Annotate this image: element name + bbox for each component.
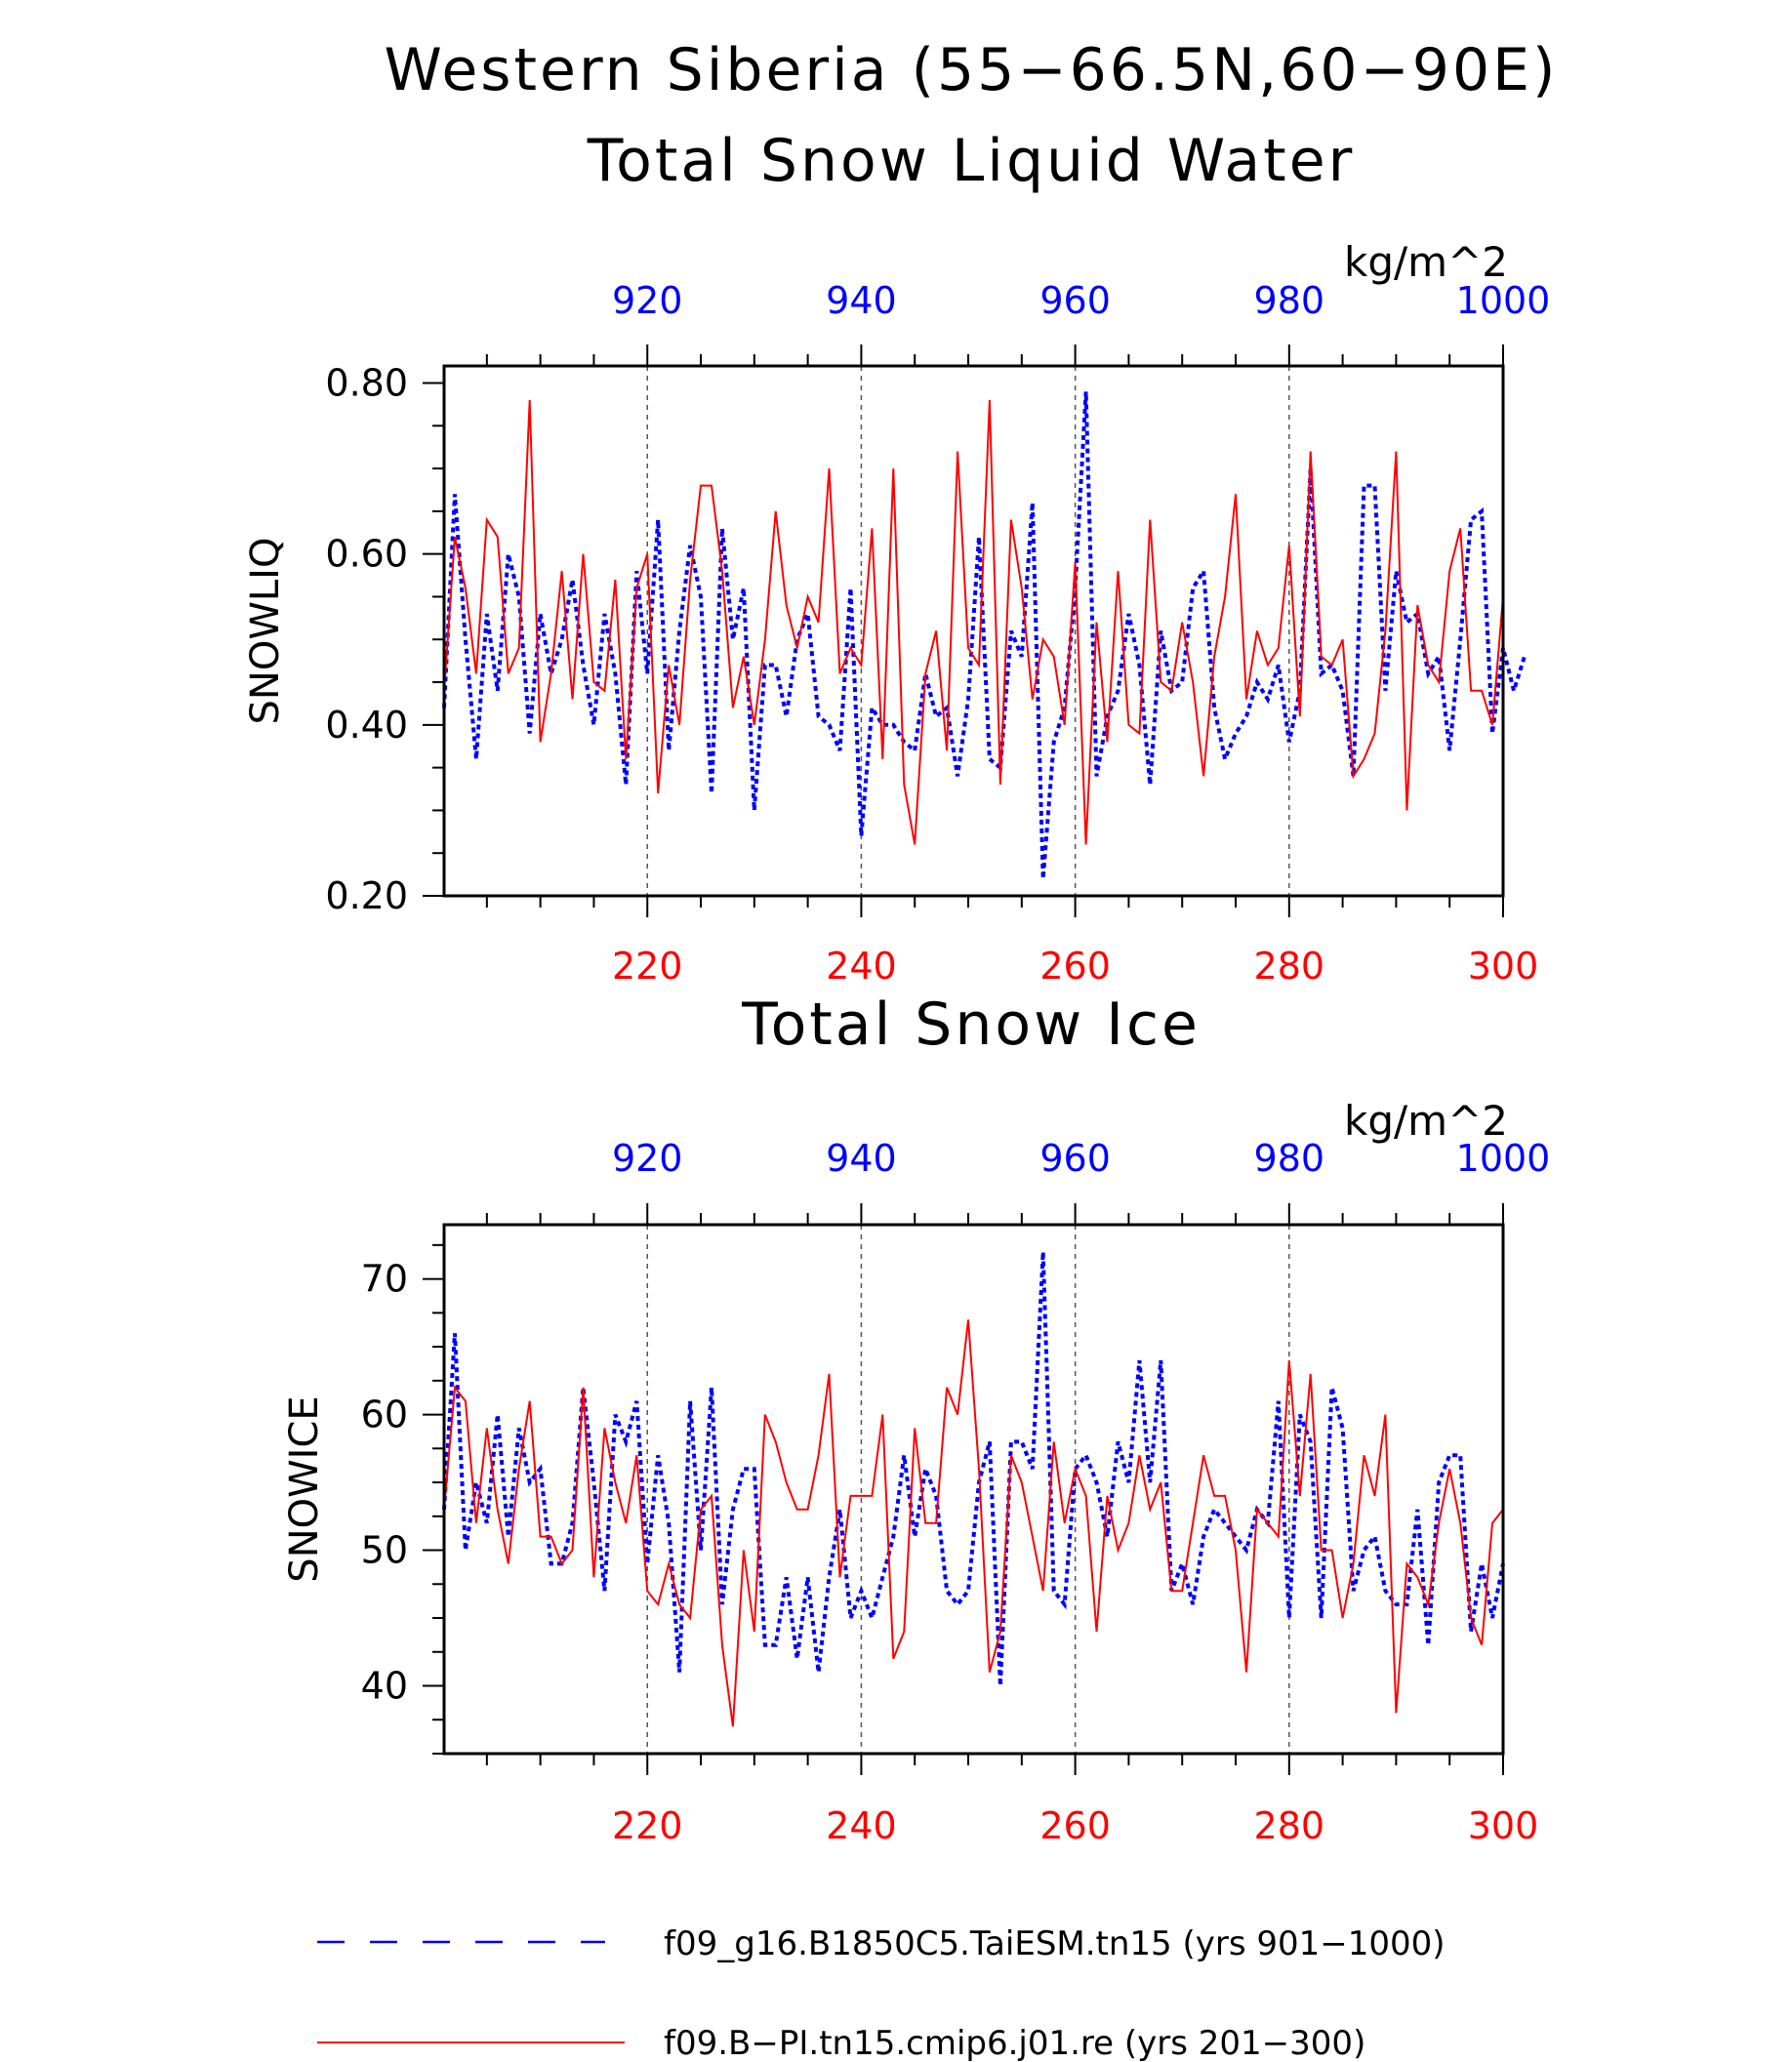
y-tick-label: 0.20 (325, 874, 408, 917)
main-title: Western Siberia (55−66.5N,60−90E) (385, 36, 1559, 104)
units-label: kg/m^2 (1344, 238, 1508, 286)
y-tick-label: 0.40 (325, 704, 408, 747)
panel-snowliq: Total Snow Liquid Water kg/m^2 SNOWLIQ 220 2… (243, 127, 1550, 988)
panel-title: Total Snow Liquid Water (587, 127, 1356, 195)
legend-label-cmip6: f09.B−PI.tn15.cmip6.j01.re (yrs 201−300) (664, 2024, 1365, 2062)
y-tick-label: 70 (361, 1258, 408, 1301)
units-label: kg/m^2 (1344, 1097, 1508, 1145)
x-tick-label-bottom: 240 (826, 1804, 897, 1847)
x-tick-label-bottom: 260 (1039, 1804, 1111, 1847)
plot-frame (442, 1223, 1505, 1756)
x-tick-label-top: 920 (612, 279, 683, 322)
x-tick-label-bottom: 220 (612, 1804, 683, 1847)
panel-snowice: Total Snow Ice kg/m^2 SNOWICE 220 240 260 280 3… (282, 991, 1550, 1847)
x-tick-label-top: 920 (612, 1137, 683, 1180)
x-tick-label-top: 1000 (1456, 279, 1551, 322)
series-line-taiesm (442, 1251, 1505, 1686)
x-tick-label-top: 980 (1254, 1137, 1325, 1180)
x-tick-label-bottom: 300 (1468, 945, 1539, 988)
x-tick-label-bottom: 300 (1468, 1804, 1539, 1847)
x-tick-label-bottom: 280 (1254, 1804, 1325, 1847)
x-tick-label-top: 940 (826, 1137, 897, 1180)
legend: f09_g16.B1850C5.TaiESM.tn15 (yrs 901−100… (317, 1924, 1446, 2062)
x-tick-label-bottom: 260 (1039, 945, 1111, 988)
series-line-cmip6 (443, 399, 1504, 845)
y-axis-label: SNOWICE (282, 1395, 327, 1582)
panel-title: Total Snow Ice (741, 991, 1201, 1059)
y-tick-label: 0.80 (325, 362, 408, 405)
y-tick-label: 0.60 (325, 533, 408, 576)
legend-label-taiesm: f09_g16.B1850C5.TaiESM.tn15 (yrs 901−100… (664, 1924, 1446, 1963)
x-tick-label-top: 1000 (1456, 1137, 1551, 1180)
x-tick-label-bottom: 240 (826, 945, 897, 988)
x-tick-label-top: 960 (1039, 1137, 1111, 1180)
x-tick-label-bottom: 220 (612, 945, 683, 988)
x-tick-label-top: 960 (1039, 279, 1111, 322)
plot-frame (442, 364, 1505, 898)
series-line-taiesm (442, 391, 1527, 879)
y-axis-label: SNOWLIQ (243, 538, 288, 725)
x-tick-label-top: 940 (826, 279, 897, 322)
series-line-cmip6 (443, 1319, 1504, 1727)
y-tick-label: 60 (361, 1394, 408, 1436)
y-tick-label: 50 (361, 1529, 408, 1572)
x-tick-label-top: 980 (1254, 279, 1325, 322)
y-tick-label: 40 (361, 1665, 408, 1708)
x-tick-label-bottom: 280 (1254, 945, 1325, 988)
